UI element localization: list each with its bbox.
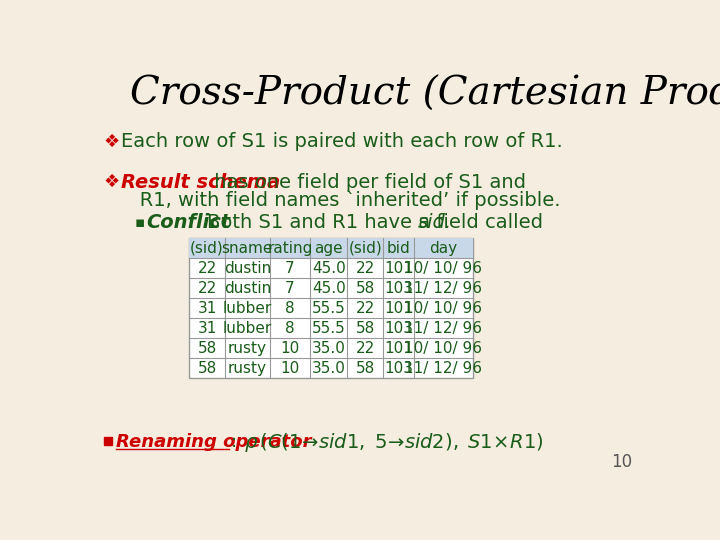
Text: dustin: dustin <box>224 261 271 275</box>
Text: (sid): (sid) <box>190 240 224 255</box>
Text: 31: 31 <box>197 301 217 315</box>
Text: 55.5: 55.5 <box>312 301 346 315</box>
Text: 101: 101 <box>384 341 413 356</box>
Text: R1, with field names `inherited’ if possible.: R1, with field names `inherited’ if poss… <box>121 190 560 210</box>
Text: 103: 103 <box>384 321 413 336</box>
Text: 103: 103 <box>384 281 413 295</box>
Text: 11/ 12/ 96: 11/ 12/ 96 <box>405 281 482 295</box>
Text: rusty: rusty <box>228 361 267 376</box>
Text: rusty: rusty <box>228 341 267 356</box>
Text: 10/ 10/ 96: 10/ 10/ 96 <box>405 261 482 275</box>
Bar <box>189 238 473 258</box>
Text: 58: 58 <box>356 281 374 295</box>
Text: bid: bid <box>387 240 410 255</box>
Text: dustin: dustin <box>224 281 271 295</box>
Text: (sid): (sid) <box>348 240 382 255</box>
Text: 22: 22 <box>197 261 217 275</box>
Text: 58: 58 <box>356 321 374 336</box>
Text: day: day <box>429 240 457 255</box>
Text: lubber: lubber <box>222 301 272 315</box>
Text: 10: 10 <box>611 454 632 471</box>
Text: has one field per field of S1 and: has one field per field of S1 and <box>208 173 526 192</box>
Text: 31: 31 <box>197 321 217 336</box>
Text: Result schema: Result schema <box>121 173 280 192</box>
Text: 11/ 12/ 96: 11/ 12/ 96 <box>405 321 482 336</box>
Text: 58: 58 <box>197 341 217 356</box>
Text: 8: 8 <box>285 321 294 336</box>
Text: :: : <box>231 433 237 451</box>
Text: ❖: ❖ <box>104 173 120 191</box>
Text: 7: 7 <box>285 281 294 295</box>
Text: sname: sname <box>222 240 273 255</box>
Text: age: age <box>315 240 343 255</box>
Text: 101: 101 <box>384 261 413 275</box>
Text: Cross-Product (Cartesian Product): Cross-Product (Cartesian Product) <box>130 76 720 113</box>
Text: 58: 58 <box>197 361 217 376</box>
Text: 103: 103 <box>384 361 413 376</box>
Text: 55.5: 55.5 <box>312 321 346 336</box>
Text: 45.0: 45.0 <box>312 281 346 295</box>
Bar <box>104 437 112 445</box>
Text: 22: 22 <box>356 301 374 315</box>
Bar <box>189 238 473 378</box>
Text: ▪: ▪ <box>135 215 145 230</box>
Text: 22: 22 <box>356 341 374 356</box>
Text: $\rho\,(C(1\!\rightarrow\!sid1,\;5\!\rightarrow\!sid2),\;S1\!\times\!R1)$: $\rho\,(C(1\!\rightarrow\!sid1,\;5\!\rig… <box>244 430 544 454</box>
Text: ❖: ❖ <box>104 133 120 151</box>
Text: :  Both S1 and R1 have a field called: : Both S1 and R1 have a field called <box>188 213 549 232</box>
Text: 58: 58 <box>356 361 374 376</box>
Text: 11/ 12/ 96: 11/ 12/ 96 <box>405 361 482 376</box>
Text: 8: 8 <box>285 301 294 315</box>
Text: Each row of S1 is paired with each row of R1.: Each row of S1 is paired with each row o… <box>121 132 563 151</box>
Text: 7: 7 <box>285 261 294 275</box>
Text: 45.0: 45.0 <box>312 261 346 275</box>
Text: 10: 10 <box>280 361 300 376</box>
Text: rating: rating <box>267 240 312 255</box>
Text: 35.0: 35.0 <box>312 361 346 376</box>
Text: 22: 22 <box>356 261 374 275</box>
Text: Conflict: Conflict <box>145 213 230 232</box>
Text: 35.0: 35.0 <box>312 341 346 356</box>
Text: 10/ 10/ 96: 10/ 10/ 96 <box>405 341 482 356</box>
Text: 101: 101 <box>384 301 413 315</box>
Text: 22: 22 <box>197 281 217 295</box>
Text: sid.: sid. <box>418 213 452 232</box>
Text: 10: 10 <box>280 341 300 356</box>
Text: lubber: lubber <box>222 321 272 336</box>
Text: Renaming operator: Renaming operator <box>117 433 312 451</box>
Text: 10/ 10/ 96: 10/ 10/ 96 <box>405 301 482 315</box>
